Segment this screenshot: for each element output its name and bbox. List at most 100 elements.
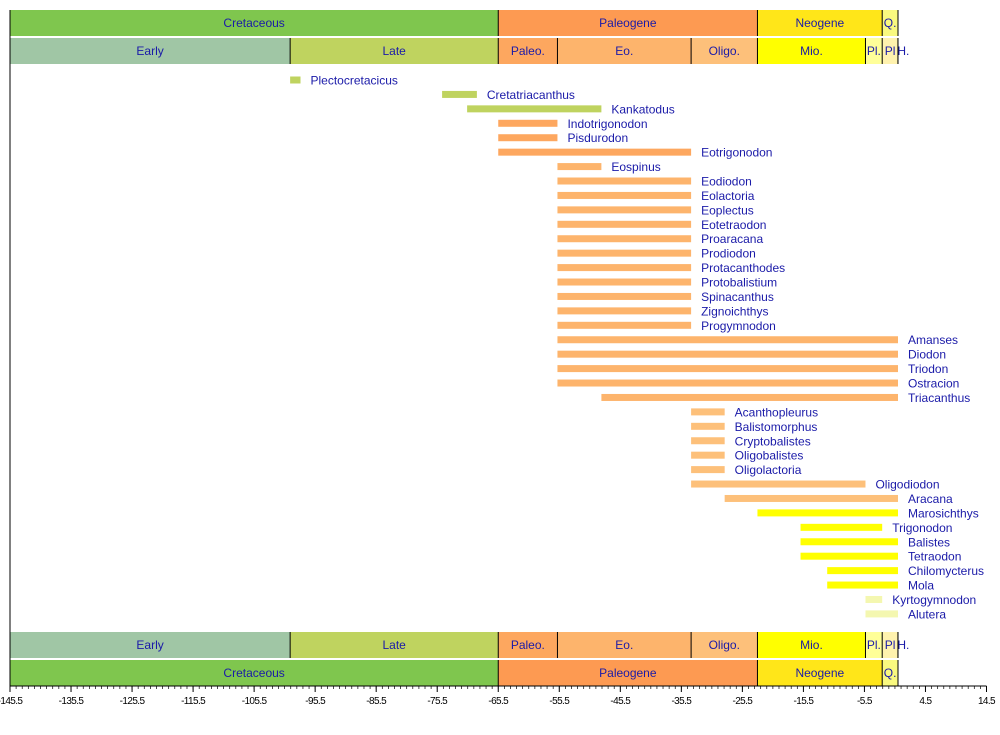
epoch-label: Mio. (800, 44, 823, 58)
taxon-label: Eotetraodon (701, 218, 766, 232)
x-tick-label: -95.5 (305, 696, 326, 707)
x-tick-label: -35.5 (671, 696, 692, 707)
x-tick-label: -15.5 (794, 696, 815, 707)
x-tick-label: -85.5 (366, 696, 387, 707)
taxon-label: Cryptobalistes (735, 434, 811, 448)
epoch-paleo (498, 38, 558, 64)
taxon-range-bar (865, 610, 898, 618)
taxon-range-bar (498, 134, 558, 142)
taxon-range-bar (557, 191, 692, 199)
bottom-period-band: Cretaceous Paleogene Neogene Q. (10, 660, 899, 686)
taxon-label: Prodiodon (701, 247, 756, 261)
x-axis: -145.5 -135.5 -125.5 -115.5 -105.5 -95.5 -85.5… (0, 685, 997, 707)
epoch-label: Early (136, 638, 163, 652)
taxon-range-bar (557, 292, 692, 300)
taxon-label: Kankatodus (611, 102, 674, 116)
taxon-label: Zignoichthys (701, 304, 768, 318)
taxon-range-bar (827, 581, 898, 589)
epoch-pl (865, 632, 883, 658)
taxon-range-bar (691, 451, 725, 459)
x-tick-label: -55.5 (549, 696, 570, 707)
taxon-label: Alutera (908, 607, 946, 621)
epoch-early (10, 632, 291, 658)
x-tick-label: -125.5 (120, 696, 146, 707)
taxon-range-bar (691, 408, 725, 416)
taxon-label: Kyrtogymnodon (892, 593, 976, 607)
taxon-range-bar (557, 350, 898, 358)
taxon-range-bar (557, 249, 692, 257)
taxon-label: Triodon (908, 362, 948, 376)
taxon-label: Proaracana (701, 232, 763, 246)
x-tick-label: 4.5 (919, 696, 932, 707)
taxon-label: Protobalistium (701, 276, 777, 290)
epoch-pl (882, 632, 898, 658)
bottom-epoch-band: Early Late Paleo. Eo. Oligo. Mio. Pl. Pl H. (10, 632, 909, 658)
epoch-oligo (691, 632, 758, 658)
epoch-label: Oligo. (709, 44, 740, 58)
taxon-range-bar (557, 321, 692, 329)
epoch-label: Pl. (867, 638, 881, 652)
taxon-label: Indotrigonodon (567, 117, 647, 131)
taxon-range-bar (724, 494, 898, 502)
epoch-oligo (691, 38, 758, 64)
period-cretaceous (10, 660, 499, 686)
epoch-pl (865, 38, 883, 64)
taxon-range-bar (557, 336, 898, 344)
epoch-label: H. (897, 44, 909, 58)
taxon-range-bar (557, 163, 602, 171)
period-label: Neogene (795, 666, 844, 680)
taxon-range-bar (601, 393, 898, 401)
period-q (882, 660, 898, 686)
epoch-label: Paleo. (511, 44, 545, 58)
taxon-range-bar (498, 148, 692, 156)
taxon-label: Eolactoria (701, 189, 755, 203)
taxon-range-bar (498, 119, 558, 127)
epoch-label: Pl. (867, 44, 881, 58)
taxon-range-bar (800, 523, 883, 531)
taxon-range-bar (467, 105, 602, 113)
taxon-label: Balistes (908, 535, 950, 549)
taxon-label: Amanses (908, 333, 958, 347)
taxon-range-bar (557, 307, 692, 315)
epoch-label: Pl (885, 638, 896, 652)
period-cretaceous (10, 10, 499, 36)
taxon-label: Eodiodon (701, 175, 752, 189)
x-tick-label: 14.5 (978, 696, 996, 707)
taxon-label: Oligodiodon (875, 478, 939, 492)
taxon-label: Cretatriacanthus (487, 88, 575, 102)
taxon-label: Pisdurodon (567, 131, 628, 145)
epoch-mio (757, 38, 866, 64)
taxon-range-bar (557, 379, 898, 387)
epoch-label: Late (383, 44, 407, 58)
taxon-range-bar (757, 509, 898, 517)
taxon-range-bar (290, 76, 301, 84)
taxon-label: Spinacanthus (701, 290, 774, 304)
taxon-label: Eospinus (611, 160, 660, 174)
x-tick-label: -115.5 (181, 696, 206, 707)
taxon-range-bar (442, 90, 477, 98)
taxon-range-bar (865, 595, 883, 603)
epoch-label: Paleo. (511, 638, 545, 652)
x-tick-label: -135.5 (59, 696, 85, 707)
epoch-pl (882, 38, 898, 64)
taxon-label: Eotrigonodon (701, 146, 772, 160)
epoch-eo (557, 38, 692, 64)
taxon-label: Oligobalistes (735, 449, 804, 463)
epoch-label: H. (897, 638, 909, 652)
period-label: Cretaceous (223, 16, 284, 30)
epoch-label: Late (383, 638, 407, 652)
x-tick-label: -75.5 (427, 696, 448, 707)
taxon-range-bar (800, 538, 898, 546)
x-tick-label: -145.5 (0, 696, 23, 707)
taxon-ranges: Plectocretacicus Cretatriacanthus Kankatod… (290, 74, 984, 621)
epoch-eo (557, 632, 692, 658)
period-label: Paleogene (599, 666, 657, 680)
epoch-late (290, 632, 499, 658)
taxon-label: Tetraodon (908, 550, 961, 564)
top-period-band: Cretaceous Paleogene Neogene Q. (10, 10, 899, 36)
period-label: Cretaceous (223, 666, 284, 680)
period-label: Neogene (795, 16, 844, 30)
taxon-range-bar (557, 235, 692, 243)
period-paleogene (498, 660, 758, 686)
